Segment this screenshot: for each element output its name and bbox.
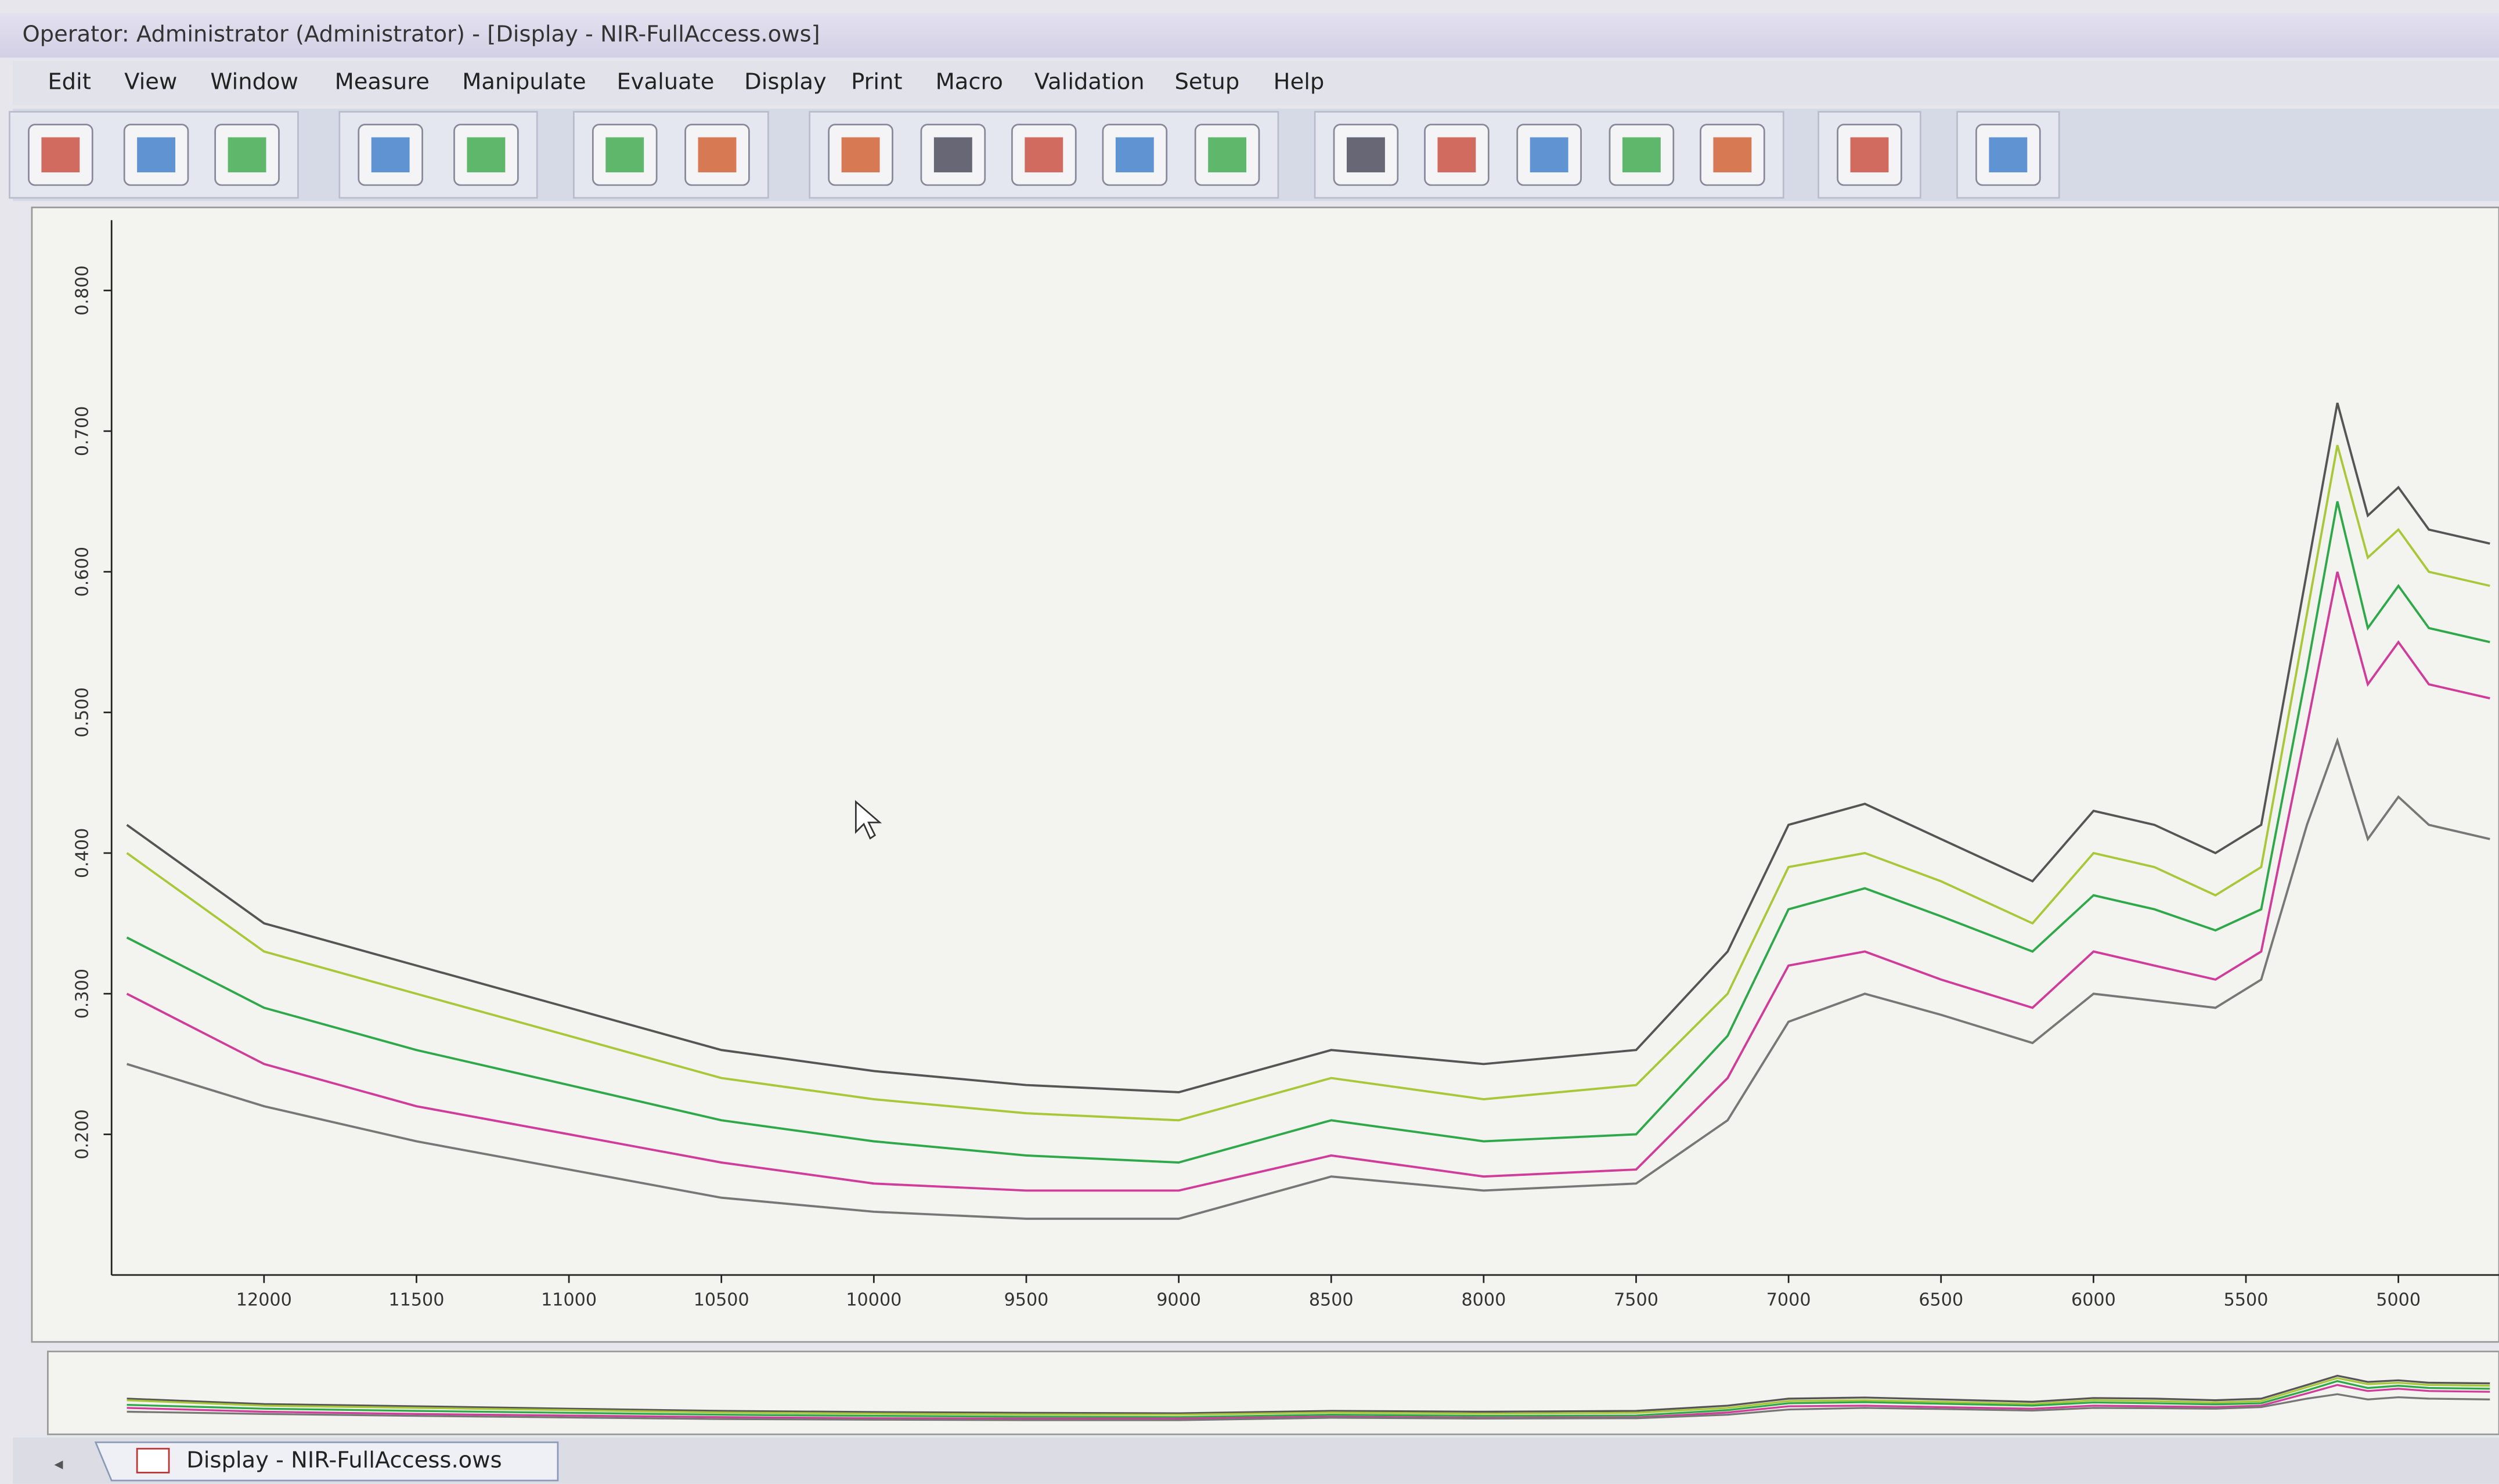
x-tick-label: 12000 — [236, 1290, 292, 1310]
toolbar-icon — [137, 138, 175, 172]
screen: Operator: Administrator (Administrator) … — [0, 0, 2499, 1484]
menu-item[interactable]: Manipulate — [462, 69, 586, 95]
x-tick-label: 9000 — [1156, 1290, 1201, 1310]
menu-item[interactable]: Window — [210, 69, 298, 95]
menu-item[interactable]: Macro — [936, 69, 1003, 95]
toolbar-icon — [698, 138, 737, 172]
menu-item[interactable]: Display — [744, 69, 827, 95]
menu-item[interactable]: Setup — [1174, 69, 1239, 95]
x-tick-label: 6000 — [2071, 1290, 2116, 1310]
x-tick-label: 8500 — [1309, 1290, 1354, 1310]
toolbar-icon — [372, 138, 410, 172]
toolbar-icon — [228, 138, 266, 172]
toolbar-icon — [1989, 138, 2027, 172]
x-tick-label: 5000 — [2376, 1290, 2421, 1310]
toolbar-icon — [1437, 138, 1476, 172]
x-tick-label: 7000 — [1766, 1290, 1811, 1310]
toolbar-icon — [934, 138, 972, 172]
menu-item[interactable]: Print — [851, 69, 902, 95]
menu-item[interactable]: Measure — [335, 69, 430, 95]
toolbar-icon — [1347, 138, 1385, 172]
toolbar-icon — [1851, 138, 1889, 172]
y-tick-label: 0.400 — [72, 828, 92, 878]
overview-panel — [48, 1352, 2499, 1435]
x-tick-label: 10500 — [694, 1290, 749, 1310]
y-tick-label: 0.200 — [72, 1109, 92, 1159]
menu-item[interactable]: View — [124, 69, 177, 95]
y-tick-label: 0.300 — [72, 969, 92, 1019]
menu-item[interactable]: Edit — [48, 69, 91, 95]
y-tick-label: 0.700 — [72, 406, 92, 456]
x-tick-label: 8000 — [1461, 1290, 1506, 1310]
x-tick-label: 9500 — [1004, 1290, 1049, 1310]
toolbar-icon — [1208, 138, 1246, 172]
x-tick-label: 6500 — [1919, 1290, 1963, 1310]
toolbar-icon — [41, 138, 80, 172]
menu-item[interactable]: Help — [1274, 69, 1325, 95]
scroll-arrow[interactable]: ◂ — [54, 1454, 63, 1474]
toolbar-icon — [1116, 138, 1154, 172]
toolbar-icon — [467, 138, 505, 172]
tab-label[interactable]: Display - NIR-FullAccess.ows — [186, 1447, 502, 1474]
tab-icon — [137, 1449, 169, 1472]
x-tick-label: 7500 — [1614, 1290, 1658, 1310]
x-tick-label: 11000 — [541, 1290, 597, 1310]
y-tick-label: 0.800 — [72, 265, 92, 315]
menu-item[interactable]: Validation — [1034, 69, 1145, 95]
y-tick-label: 0.600 — [72, 547, 92, 597]
x-tick-label: 11500 — [388, 1290, 444, 1310]
menu-item[interactable]: Evaluate — [617, 69, 715, 95]
toolbar-icon — [1025, 138, 1063, 172]
toolbar-icon — [1530, 138, 1568, 172]
window-title: Operator: Administrator (Administrator) … — [22, 21, 820, 47]
toolbar-icon — [1713, 138, 1751, 172]
x-tick-label: 5500 — [2224, 1290, 2269, 1310]
x-tick-label: 10000 — [846, 1290, 901, 1310]
y-tick-label: 0.500 — [72, 687, 92, 737]
toolbar-icon — [605, 138, 644, 172]
page: {"window":{"title":"Operator: Administra… — [0, 0, 2499, 1484]
toolbar-icon — [842, 138, 880, 172]
toolbar-icon — [1622, 138, 1661, 172]
